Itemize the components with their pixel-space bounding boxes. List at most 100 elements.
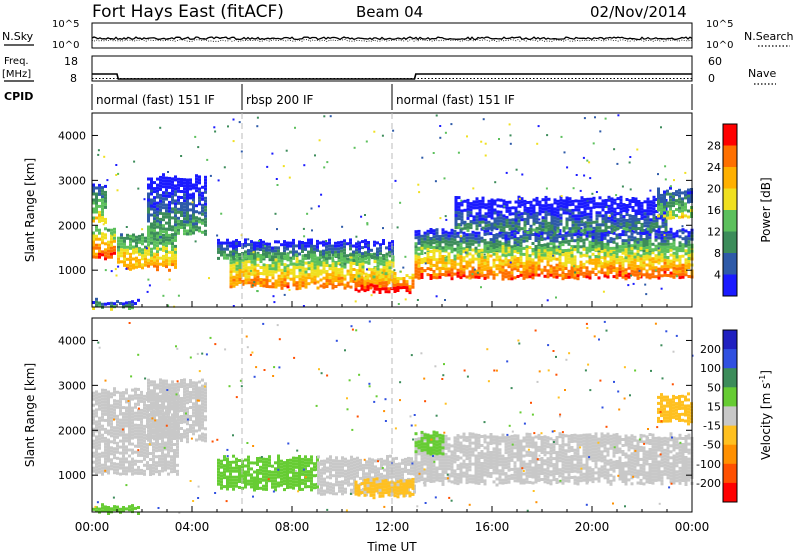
velocity-cell xyxy=(140,426,143,430)
power-cell xyxy=(523,223,527,227)
power-cell xyxy=(525,245,529,249)
velocity-cell xyxy=(168,425,171,429)
power-cell xyxy=(549,248,553,252)
power-cell xyxy=(104,220,107,224)
power-cell xyxy=(174,232,177,236)
power-scatter xyxy=(417,183,420,186)
velocity-cell xyxy=(158,454,161,458)
power-cell xyxy=(570,257,574,261)
power-cell xyxy=(564,264,568,267)
power-cell xyxy=(322,261,326,265)
power-cell xyxy=(337,274,341,278)
power-cell xyxy=(355,260,359,263)
power-cell xyxy=(669,259,673,263)
velocity-cell xyxy=(137,441,140,445)
power-cell xyxy=(504,231,508,235)
power-cell xyxy=(598,229,602,233)
power-cell xyxy=(247,269,251,273)
power-cell xyxy=(162,218,165,222)
power-cell xyxy=(642,264,646,268)
power-cell xyxy=(92,231,95,235)
velocity-cell xyxy=(201,435,204,439)
power-cell xyxy=(417,273,421,277)
power-cell xyxy=(574,220,578,224)
power-cell xyxy=(619,204,623,208)
velocity-cell xyxy=(189,424,192,427)
power-cell xyxy=(156,177,159,181)
power-cell xyxy=(684,238,688,242)
velocity-cell xyxy=(201,402,204,406)
power-cell xyxy=(475,224,479,228)
power-cell xyxy=(505,206,509,210)
power-scatter xyxy=(552,254,555,257)
power-cell xyxy=(558,235,562,239)
power-cell xyxy=(153,232,156,236)
power-scatter xyxy=(421,156,424,159)
power-cell xyxy=(622,206,626,210)
power-cell xyxy=(588,249,592,253)
power-cell xyxy=(618,273,622,277)
power-cell xyxy=(466,225,470,229)
power-cell xyxy=(541,222,545,226)
power-cell xyxy=(159,184,162,188)
power-cell xyxy=(441,264,445,267)
power-cell xyxy=(352,253,355,257)
power-cell xyxy=(171,242,174,246)
velocity-cell xyxy=(134,393,137,397)
power-cell xyxy=(669,210,672,214)
power-cell xyxy=(144,263,147,267)
power-cell xyxy=(499,225,503,229)
power-cell xyxy=(343,248,346,252)
velocity-cell xyxy=(149,452,152,455)
velocity-cell xyxy=(170,467,173,471)
power-cell xyxy=(565,217,569,221)
power-cell xyxy=(559,195,563,199)
power-cell xyxy=(459,245,463,249)
power-cell xyxy=(113,245,116,249)
power-cell xyxy=(504,234,508,238)
power-cell xyxy=(250,246,253,250)
power-cell xyxy=(414,233,418,237)
power-cell xyxy=(441,240,445,244)
power-cell xyxy=(253,241,256,245)
velocity-cell xyxy=(92,409,95,413)
power-cell xyxy=(483,232,487,236)
power-cell xyxy=(226,253,229,257)
power-cell xyxy=(496,213,500,217)
power-scatter xyxy=(353,146,356,149)
power-cell xyxy=(493,220,497,224)
power-cell xyxy=(660,265,664,269)
power-cell xyxy=(162,245,165,249)
power-cell xyxy=(92,237,95,241)
velocity-cell xyxy=(183,378,186,382)
power-cell xyxy=(325,245,328,249)
power-cell xyxy=(174,199,177,203)
velocity-cell xyxy=(223,470,226,474)
power-cell xyxy=(429,246,433,249)
power-cell xyxy=(625,228,629,231)
velocity-cell xyxy=(159,381,162,385)
power-cell xyxy=(292,262,296,266)
power-cbar-swatch xyxy=(723,145,737,168)
power-cell xyxy=(177,195,180,199)
power-cell xyxy=(420,237,424,241)
velocity-cell xyxy=(95,465,98,469)
power-cell xyxy=(92,234,95,238)
power-cell xyxy=(475,200,479,204)
power-cell xyxy=(292,268,296,272)
power-scatter xyxy=(111,233,114,236)
power-scatter xyxy=(256,125,259,128)
velocity-cell xyxy=(110,407,113,411)
power-cell xyxy=(519,244,523,248)
power-cell xyxy=(162,191,165,195)
velocity-cell xyxy=(122,451,125,455)
velocity-cell xyxy=(164,468,167,472)
power-cell xyxy=(663,214,666,218)
power-cell xyxy=(568,218,572,222)
velocity-cell xyxy=(164,459,167,463)
power-scatter xyxy=(194,240,197,243)
power-cell xyxy=(382,269,386,273)
power-cell xyxy=(478,205,482,209)
power-cell xyxy=(681,246,685,250)
power-cell xyxy=(636,240,640,244)
